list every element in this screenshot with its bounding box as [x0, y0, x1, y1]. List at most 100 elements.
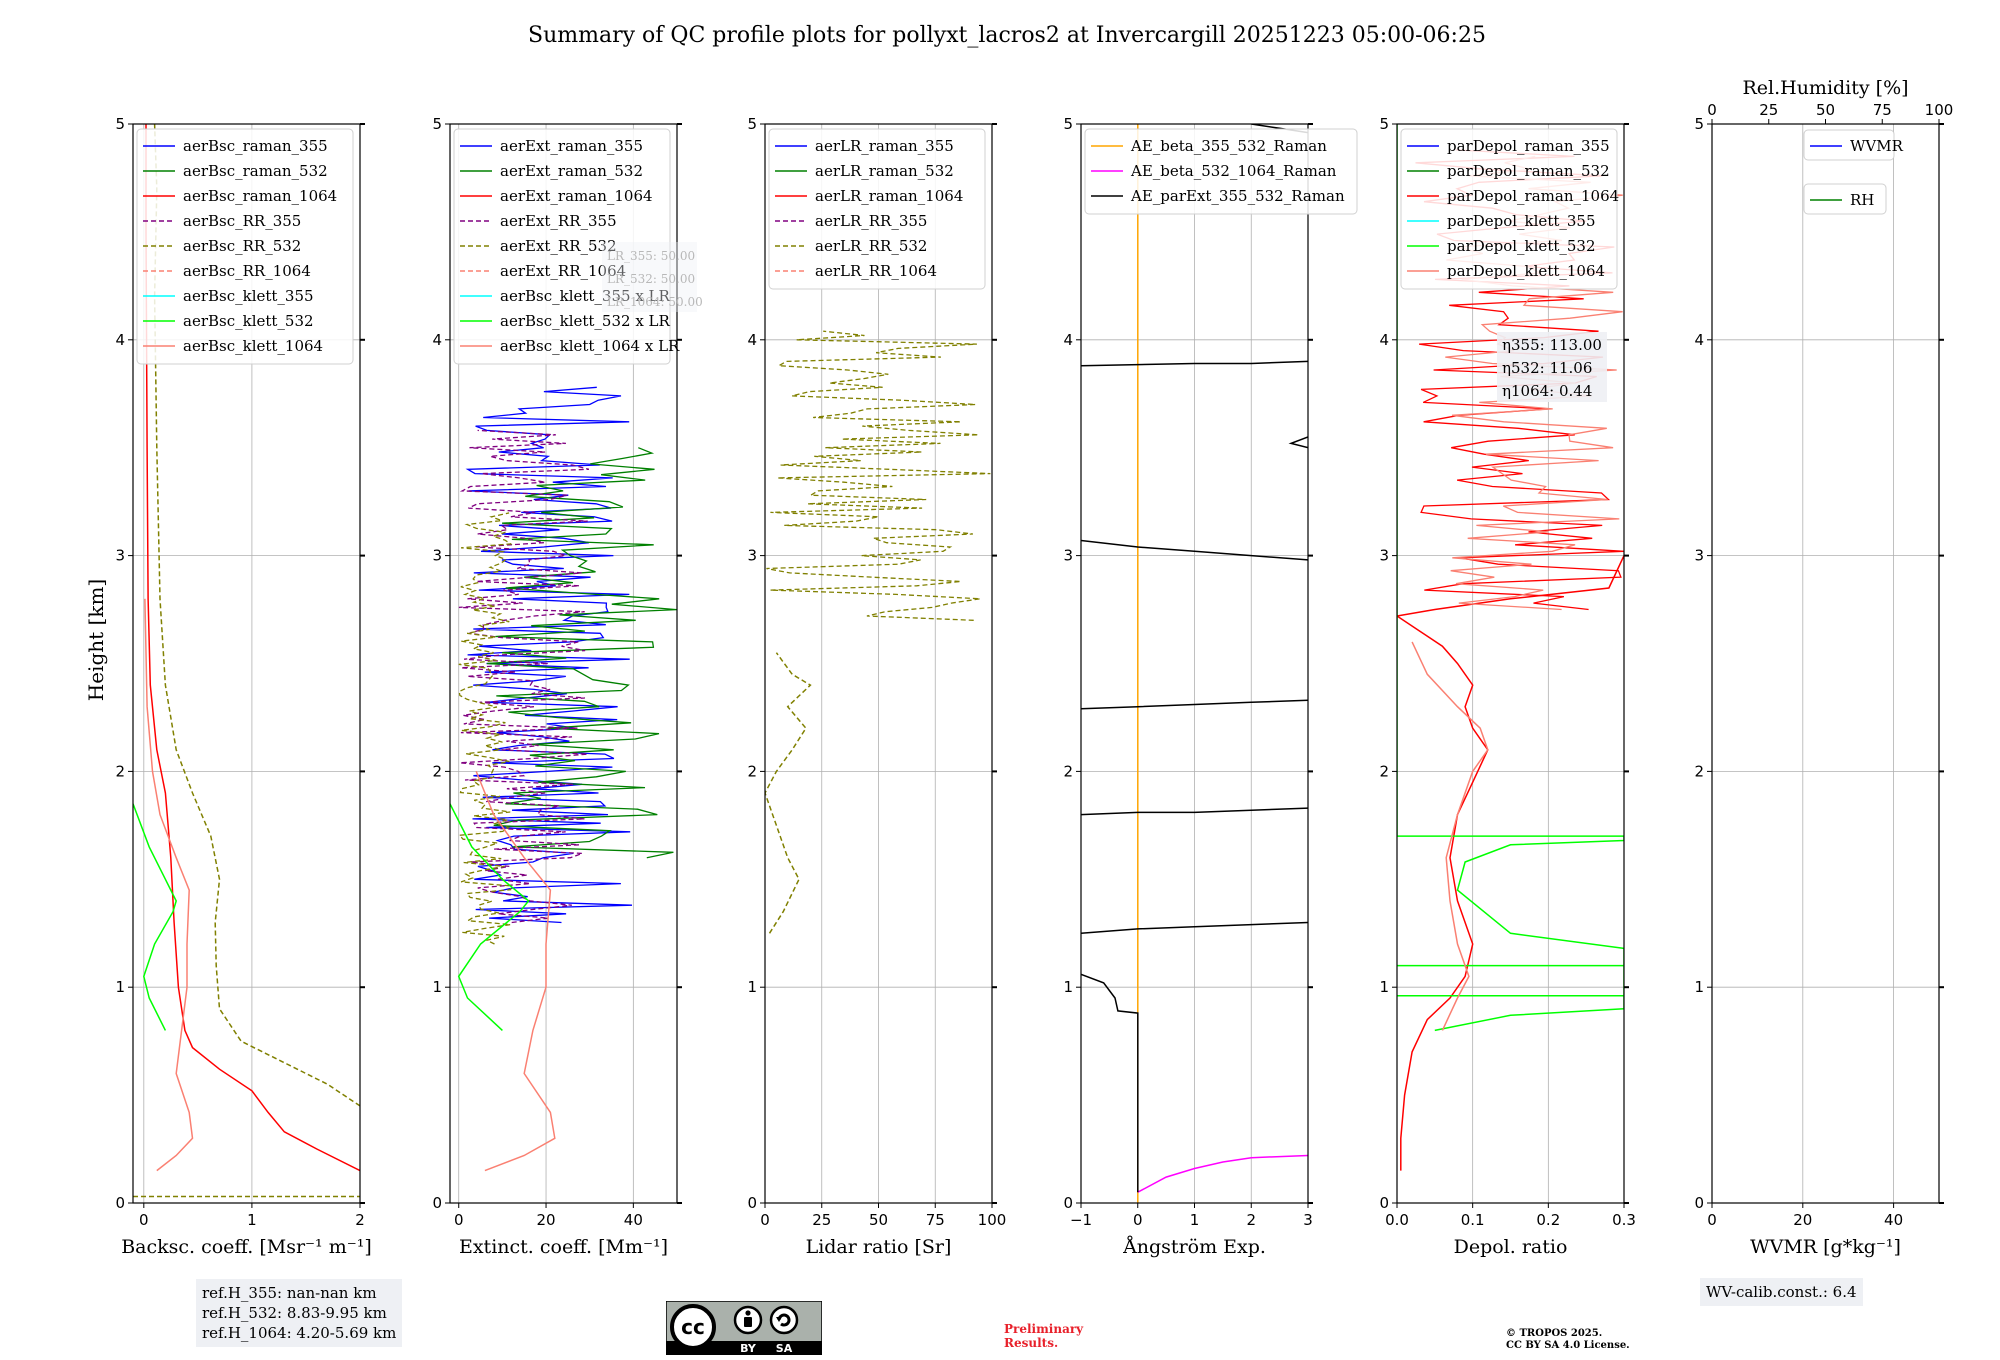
legend-label-aerBsc_RR_355: aerBsc_RR_355 — [183, 212, 301, 230]
annotation-box: LR_355: 50.00 LR_532: 50.00 LR_1064: 50.00 — [602, 242, 703, 312]
axes-frame — [449, 123, 678, 1204]
x-tick-label: 0.2 — [1536, 1211, 1560, 1229]
y-tick-label: 2 — [1694, 762, 1704, 780]
y-tick-label: 1 — [1694, 978, 1704, 996]
ref-height-532: ref.H_532: 8.83-9.95 km — [202, 1304, 387, 1322]
legend-label-aerBsc_raman_355: aerBsc_raman_355 — [183, 137, 328, 155]
legend-label-parDepol_raman_532: parDepol_raman_532 — [1447, 162, 1610, 180]
series-line-AE_parExt_355_532_Raman_c — [1081, 807, 1308, 816]
y-tick-label: 1 — [115, 978, 125, 996]
series-line-aerBsc_raman_1064 — [145, 124, 360, 1172]
legend-label-aerBsc_RR_1064: aerBsc_RR_1064 — [183, 262, 311, 280]
y-tick-label: 4 — [747, 331, 757, 349]
series-noise-aerExt_raman_532 — [486, 447, 677, 859]
y-tick-label: 0 — [1694, 1194, 1704, 1212]
legend: aerBsc_raman_355 aerBsc_raman_532 aerBsc_r… — [136, 128, 354, 365]
y-tick-label: 0 — [1379, 1194, 1389, 1212]
legend-label-aerLR_RR_1064: aerLR_RR_1064 — [815, 262, 937, 280]
x-axis-label: Extinct. coeff. [Mm⁻¹] — [459, 1236, 668, 1258]
ref-height-355: ref.H_355: nan-nan km — [202, 1284, 377, 1302]
panel-depol: 0.0 0.1 0.2 0.3 0 1 2 3 4 5 Depol. ratio parDepol_r… — [1379, 115, 1635, 1258]
legend-label-aerLR_RR_355: aerLR_RR_355 — [815, 212, 927, 230]
y-tick-label: 2 — [432, 762, 442, 780]
y-tick-label: 4 — [1063, 331, 1073, 349]
legend-box — [1400, 128, 1618, 290]
legend-label-parDepol_raman_355: parDepol_raman_355 — [1447, 137, 1610, 155]
legend-label-RH: RH — [1850, 191, 1874, 209]
legend-label-aerExt_RR_532: aerExt_RR_532 — [500, 237, 617, 255]
x-tick-label: 0 — [1707, 1211, 1717, 1229]
series-line-AE_parExt_355_532_Raman_f — [1288, 436, 1308, 449]
legend-box — [1803, 183, 1887, 215]
y-tick-label: 3 — [432, 547, 442, 565]
axes-frame — [1396, 123, 1625, 1204]
series-line-aerBsc_klett_1064 — [144, 598, 194, 1172]
x2-tick-label: 0 — [1707, 101, 1717, 119]
copyright-label: © TROPOS 2025. CC BY SA 4.0 License. — [1506, 1328, 1630, 1352]
y-tick-label: 1 — [432, 978, 442, 996]
ref-height-1064: ref.H_1064: 4.20-5.69 km — [202, 1324, 397, 1342]
series-noise-aerExt_RR_532 — [458, 512, 513, 945]
series-line-aerBsc_klett_532 — [133, 803, 178, 1031]
x2-tick-label: 50 — [1816, 101, 1835, 119]
x-tick-label: 0 — [454, 1211, 464, 1229]
x-axis-label: Ångström Exp. — [1122, 1236, 1266, 1258]
x-tick-label: 0 — [760, 1211, 770, 1229]
legend-label-aerBsc_klett_1064: aerBsc_klett_1064 — [183, 337, 323, 355]
panel-lr: 0 25 50 75 100 0 1 2 3 4 5 Lidar ratio [Sr] aerLR_ra… — [747, 115, 1006, 1258]
x-tick-label: 20 — [536, 1211, 555, 1229]
preliminary-line-2: Results. — [1004, 1336, 1059, 1350]
x-tick-label: 25 — [812, 1211, 831, 1229]
axes-frame — [1711, 123, 1940, 1204]
series-line-aerBsc_RR_532 — [153, 124, 360, 1107]
x-axis-label: Lidar ratio [Sr] — [806, 1236, 952, 1258]
y-tick-label: 3 — [1694, 547, 1704, 565]
legend-box — [768, 128, 986, 290]
series-line-AE_beta_532_1064_Raman — [1137, 1154, 1308, 1193]
by-label: BY — [740, 1342, 757, 1355]
series-line-AE_parExt_355_532_Raman_g — [1081, 360, 1308, 367]
legend: AE_beta_355_532_Raman AE_beta_532_1064_Ra… — [1084, 128, 1358, 215]
x-tick-label: 2 — [1246, 1211, 1256, 1229]
legend-box — [453, 128, 671, 365]
x-tick-label: 75 — [926, 1211, 945, 1229]
annotation-line: η355: 113.00 — [1502, 336, 1602, 354]
preliminary-line-1: Preliminary — [1004, 1322, 1084, 1336]
sa-share-icon — [769, 1305, 799, 1335]
y-tick-label: 1 — [747, 978, 757, 996]
series-line-aerBsc_klett_532 x LR — [450, 803, 530, 1031]
annotation-line: LR_1064: 50.00 — [607, 295, 703, 309]
legend-label-AE_beta_532_1064_Raman: AE_beta_532_1064_Raman — [1130, 162, 1337, 180]
y-tick-label: 4 — [1694, 331, 1704, 349]
wv-calibration-text: WV-calib.const.: 6.4 — [1706, 1283, 1857, 1301]
x-tick-label: 50 — [869, 1211, 888, 1229]
series-line-parDepol_klett_1064 — [1411, 641, 1489, 1031]
legend-box — [1803, 129, 1895, 161]
legend-label-aerExt_RR_355: aerExt_RR_355 — [500, 212, 617, 230]
legend-label-aerBsc_raman_1064: aerBsc_raman_1064 — [183, 187, 337, 205]
y-tick-label: 0 — [432, 1194, 442, 1212]
y-tick-label: 3 — [115, 547, 125, 565]
legend-label-parDepol_klett_532: parDepol_klett_532 — [1447, 237, 1596, 255]
legend-label-AE_parExt_355_532_Raman: AE_parExt_355_532_Raman — [1130, 187, 1345, 205]
y-tick-label: 5 — [1694, 115, 1704, 133]
legend-label-WVMR: WVMR — [1850, 137, 1904, 155]
x-tick-label: 20 — [1793, 1211, 1812, 1229]
y-tick-label: 5 — [115, 115, 125, 133]
legend-box — [136, 128, 354, 365]
y-tick-label: 2 — [1063, 762, 1073, 780]
panel-ext: 0 20 40 0 1 2 3 4 5 Extinct. coeff. [Mm⁻¹] aerExt_… — [432, 115, 702, 1258]
annotation-line: LR_355: 50.00 — [607, 249, 695, 263]
y-tick-label: 2 — [115, 762, 125, 780]
legend-label-aerBsc_RR_532: aerBsc_RR_532 — [183, 237, 301, 255]
cc-logo-icon — [670, 1304, 716, 1350]
legend-label-parDepol_raman_1064: parDepol_raman_1064 — [1447, 187, 1619, 205]
annotation-bg — [1497, 332, 1607, 402]
y-tick-label: 0 — [747, 1194, 757, 1212]
annotation-line: η532: 11.06 — [1502, 359, 1592, 377]
sa-label: SA — [776, 1342, 793, 1355]
copyright-line-1: © TROPOS 2025. — [1506, 1328, 1603, 1339]
